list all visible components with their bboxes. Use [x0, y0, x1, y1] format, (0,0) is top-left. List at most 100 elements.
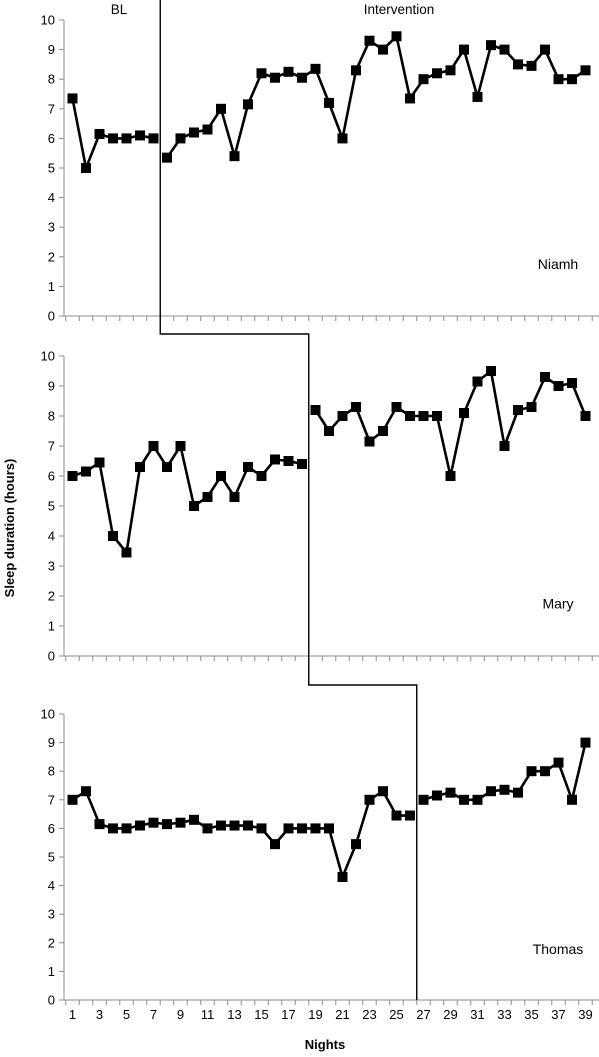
intervention-point — [364, 35, 375, 46]
baseline-point — [94, 819, 105, 830]
intervention-point — [418, 74, 429, 85]
baseline-point — [121, 547, 132, 558]
baseline-point — [81, 163, 91, 173]
y-tick-label: 1 — [48, 279, 55, 294]
intervention-point — [405, 93, 415, 104]
y-tick-label: 5 — [48, 850, 55, 865]
intervention-point — [540, 44, 550, 55]
intervention-point — [162, 152, 172, 163]
x-tick-label: 31 — [470, 1007, 484, 1022]
panels: 012345678910Niamh012345678910Mary0123456… — [41, 13, 599, 1022]
intervention-point — [243, 99, 253, 110]
intervention-point — [202, 124, 213, 135]
intervention-point — [418, 411, 429, 421]
baseline-point — [351, 839, 361, 850]
baseline-point — [216, 471, 226, 481]
y-tick-label: 10 — [41, 13, 55, 28]
y-tick-label: 4 — [48, 529, 55, 544]
baseline-point — [364, 794, 375, 805]
y-tick-label: 7 — [48, 439, 55, 454]
intervention-point — [459, 44, 469, 55]
intervention-point — [432, 790, 442, 801]
baseline-phase-label: BL — [111, 2, 128, 17]
x-tick-label: 19 — [308, 1007, 322, 1022]
phase-change-line — [159, 0, 418, 1000]
baseline-point — [310, 823, 321, 834]
baseline-point — [216, 820, 226, 831]
baseline-point — [148, 817, 159, 828]
x-tick-label: 3 — [96, 1007, 103, 1022]
baseline-point — [256, 823, 267, 834]
y-tick-label: 0 — [48, 309, 55, 324]
intervention-point — [580, 737, 591, 748]
y-tick-label: 10 — [41, 707, 55, 722]
baseline-point — [135, 820, 145, 831]
intervention-point — [580, 65, 591, 76]
intervention-point — [567, 794, 577, 805]
baseline-point — [67, 93, 78, 104]
baseline-point — [108, 823, 118, 834]
intervention-point — [526, 60, 537, 71]
y-tick-label: 5 — [48, 499, 55, 514]
intervention-point — [324, 97, 334, 108]
intervention-point — [432, 411, 442, 421]
intervention-line — [165, 34, 587, 159]
y-tick-label: 3 — [48, 559, 55, 574]
intervention-point — [486, 786, 496, 797]
y-tick-label: 1 — [48, 964, 55, 979]
baseline-point — [202, 492, 213, 502]
x-tick-label: 33 — [497, 1007, 511, 1022]
intervention-point — [445, 471, 456, 481]
y-tick-label: 9 — [48, 379, 55, 394]
intervention-point — [499, 441, 510, 451]
intervention-point — [553, 381, 564, 391]
baseline-point — [256, 471, 267, 481]
intervention-point — [472, 91, 483, 102]
baseline-point — [324, 823, 334, 834]
y-tick-label: 9 — [48, 42, 55, 57]
baseline-point — [229, 820, 240, 831]
x-tick-label: 25 — [389, 1007, 403, 1022]
intervention-point — [486, 366, 496, 376]
baseline-point — [108, 133, 118, 144]
intervention-point — [459, 408, 469, 418]
baseline-point — [162, 462, 172, 472]
intervention-point — [189, 127, 199, 138]
baseline-point — [148, 133, 159, 144]
intervention-point — [580, 411, 591, 421]
baseline-point — [175, 817, 186, 828]
y-tick-label: 8 — [48, 409, 55, 424]
x-tick-label: 9 — [177, 1007, 184, 1022]
y-tick-label: 9 — [48, 735, 55, 750]
baseline-point — [121, 133, 132, 144]
intervention-point — [445, 787, 456, 798]
x-tick-label: 11 — [201, 1007, 215, 1022]
participant-label: Niamh — [538, 256, 578, 272]
intervention-point — [351, 65, 361, 76]
baseline-point — [67, 471, 78, 481]
intervention-point — [432, 68, 442, 79]
baseline-line — [71, 789, 410, 879]
intervention-point — [310, 63, 321, 74]
intervention-point — [418, 794, 429, 805]
x-tick-label: 27 — [416, 1007, 430, 1022]
intervention-point — [472, 794, 483, 805]
intervention-point — [553, 74, 564, 85]
baseline-point — [94, 128, 105, 139]
intervention-point — [270, 72, 280, 83]
y-tick-label: 3 — [48, 907, 55, 922]
baseline-point — [162, 819, 172, 830]
baseline-point — [202, 823, 213, 834]
intervention-point — [283, 66, 294, 77]
baseline-point — [405, 810, 415, 821]
y-tick-label: 0 — [48, 649, 55, 664]
baseline-point — [283, 823, 294, 834]
y-tick-label: 10 — [41, 349, 55, 364]
y-tick-label: 6 — [48, 469, 55, 484]
intervention-point — [513, 405, 523, 415]
intervention-point — [391, 31, 402, 42]
y-tick-label: 5 — [48, 161, 55, 176]
intervention-point — [540, 766, 550, 777]
